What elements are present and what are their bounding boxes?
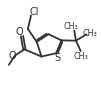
Text: Cl: Cl	[29, 7, 39, 17]
Text: O: O	[16, 27, 23, 37]
Text: S: S	[55, 53, 61, 63]
Text: CH₃: CH₃	[63, 23, 78, 31]
Text: O: O	[8, 51, 16, 61]
Text: CH₃: CH₃	[83, 29, 97, 38]
Text: CH₃: CH₃	[74, 52, 89, 61]
